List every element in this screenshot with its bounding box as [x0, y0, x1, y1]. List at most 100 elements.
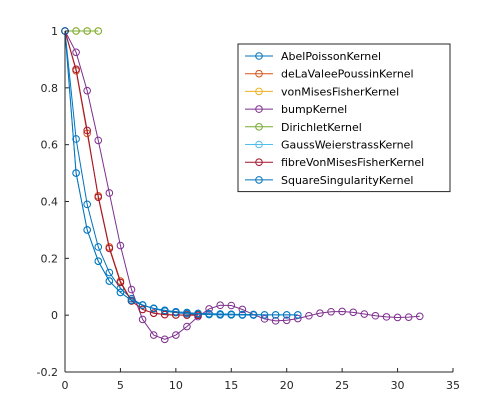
series-3-point	[116, 241, 125, 250]
series-6-point	[105, 244, 114, 253]
x-tick-label: 5	[117, 379, 124, 392]
series-3-point	[360, 310, 369, 318]
x-tick-label: 25	[335, 379, 349, 392]
y-tick-label: 0	[51, 309, 58, 322]
series-7-point	[183, 308, 191, 317]
legend: AbelPoissonKernel deLaValeePoussinKernel v…	[237, 43, 451, 193]
series-7-point	[72, 169, 80, 177]
series-6-point	[116, 278, 125, 287]
series-3-point	[216, 301, 224, 310]
series-3-point	[349, 308, 358, 317]
x-tick-label: 30	[391, 379, 405, 392]
series-0-point	[83, 200, 91, 209]
series-3-point	[138, 315, 147, 324]
series-layer	[61, 27, 424, 344]
legend-marker	[255, 69, 263, 78]
series-6-point	[72, 65, 80, 74]
y-tick-label: 0.8	[41, 82, 59, 95]
series-7-point	[216, 310, 224, 318]
series-3-point	[149, 331, 158, 339]
series-3-point	[94, 136, 103, 145]
series-6-point	[160, 310, 169, 319]
series-3-point	[393, 313, 402, 322]
series-7-point	[105, 277, 114, 285]
y-tick-label: 0.4	[41, 196, 59, 209]
series-0-point	[72, 135, 80, 143]
series-7-point	[149, 304, 158, 313]
series-7-point	[294, 311, 302, 319]
series-0-point	[94, 243, 103, 251]
legend-item: SquareSingularityKernel	[245, 174, 413, 187]
x-tick-label: 15	[224, 379, 238, 392]
legend-item: DirichletKernel	[245, 121, 362, 134]
series-6-point	[183, 311, 191, 319]
series-7-point	[282, 311, 291, 319]
series-4-point	[72, 27, 80, 35]
series-6-point	[94, 193, 103, 202]
x-tick-label: 10	[169, 379, 183, 392]
series-7-point	[172, 307, 180, 316]
series-3-point	[371, 311, 380, 320]
legend-label: GaussWeierstrassKernel	[281, 139, 413, 152]
legend-box	[237, 43, 451, 193]
series-3-point	[160, 335, 169, 344]
y-tick-label: 0.6	[41, 139, 59, 152]
legend-marker	[255, 52, 263, 60]
series-6-point	[83, 126, 91, 135]
series-7	[61, 27, 302, 319]
series-7-point	[238, 310, 247, 319]
legend-marker	[255, 105, 263, 113]
series-3-point	[327, 307, 335, 316]
series-7-point	[205, 309, 213, 318]
x-tick-label: 0	[62, 379, 69, 392]
series-4-point	[83, 27, 91, 35]
legend-item: GaussWeierstrassKernel	[245, 139, 413, 152]
series-7-point	[227, 310, 236, 319]
series-3-point	[183, 322, 191, 331]
x-tick-label: 20	[280, 379, 294, 392]
legend-marker	[255, 158, 263, 166]
y-tick-label: 0.2	[41, 252, 59, 265]
series-6-point	[138, 305, 147, 314]
legend-marker	[255, 123, 263, 131]
series-3-point	[238, 305, 247, 314]
series-7-point	[138, 301, 147, 310]
series-3-point	[205, 305, 213, 313]
series-7-point	[116, 288, 125, 297]
series-3-point	[227, 301, 236, 310]
series-3-point	[72, 48, 80, 57]
series-6-point	[149, 309, 158, 317]
legend-item: deLaValeePoussinKernel	[245, 68, 414, 81]
legend-label: AbelPoissonKernel	[281, 50, 381, 63]
series-3-point	[338, 307, 346, 316]
series-3-point	[260, 315, 269, 323]
series-3-point	[316, 309, 324, 317]
legend-item: AbelPoissonKernel	[245, 50, 381, 63]
series-line-0	[64, 30, 254, 316]
series-7-point	[249, 310, 258, 319]
series-3-point	[382, 313, 391, 321]
legend-label: vonMisesFisherKernel	[281, 85, 399, 98]
series-7-point	[127, 296, 136, 305]
series-4-point	[94, 27, 103, 35]
series-7-point	[94, 257, 103, 265]
series-7-point	[271, 311, 280, 319]
series-3-point	[415, 312, 424, 321]
series-3-point	[305, 311, 313, 320]
legend-label: deLaValeePoussinKernel	[281, 68, 414, 81]
series-3-point	[83, 86, 91, 95]
legend-item: vonMisesFisherKernel	[245, 85, 399, 98]
legend-label: DirichletKernel	[281, 121, 362, 134]
series-0-point	[105, 268, 114, 277]
legend-label: bumpKernel	[281, 103, 347, 116]
series-3-point	[105, 189, 114, 197]
legend-item: fibreVonMisesFisherKernel	[245, 156, 424, 169]
legend-label: SquareSingularityKernel	[281, 174, 413, 187]
series-7-point	[160, 306, 169, 315]
series-7-point	[194, 309, 202, 318]
y-tick-label: 1	[51, 25, 58, 38]
series-3-point	[271, 317, 280, 325]
legend-item: bumpKernel	[245, 103, 347, 116]
legend-marker	[255, 176, 263, 184]
